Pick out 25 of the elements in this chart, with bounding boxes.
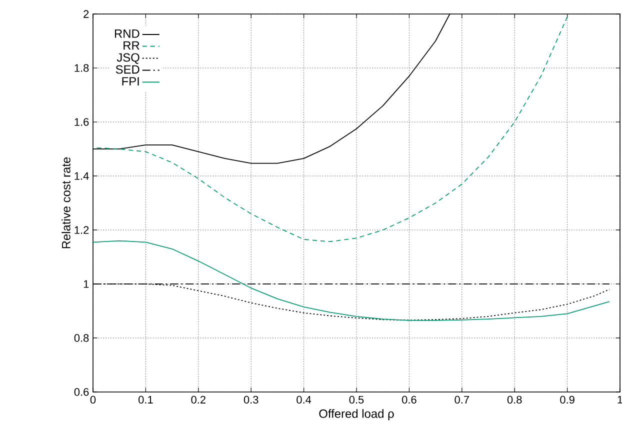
x-tick-label: 0.3 — [244, 396, 258, 404]
x-tick-label: 0.2 — [191, 396, 206, 404]
x-tick-label: 0 — [90, 396, 96, 404]
legend-label: SED — [116, 65, 140, 74]
y-tick-label: 1.4 — [74, 172, 89, 180]
legend-label: JSQ — [116, 53, 140, 64]
x-tick-label: 0.8 — [507, 396, 522, 404]
y-tick-label: 1 — [84, 280, 89, 288]
x-axis-title: Offered load ρ — [319, 409, 394, 420]
x-tick-label: 0.5 — [349, 396, 364, 404]
y-tick-label: 1.8 — [74, 64, 89, 72]
y-axis-title: Relative cost rate — [62, 157, 70, 248]
y-tick-label: 0.6 — [74, 388, 89, 396]
y-tick-label: 0.8 — [74, 334, 89, 342]
y-tick-label: 1.6 — [74, 118, 89, 126]
legend-label: RR — [124, 41, 140, 50]
x-tick-label: 0.6 — [402, 396, 416, 404]
x-tick-label: 0.7 — [454, 396, 469, 404]
y-tick-label: 2 — [84, 10, 89, 18]
x-tick-label: 0.9 — [560, 396, 574, 404]
legend-label: FPI — [122, 77, 139, 86]
legend-label: RND — [114, 30, 140, 38]
x-tick-label: 0.4 — [296, 396, 312, 404]
x-tick-label: 0.1 — [138, 396, 153, 404]
y-tick-label: 1.2 — [74, 226, 89, 234]
